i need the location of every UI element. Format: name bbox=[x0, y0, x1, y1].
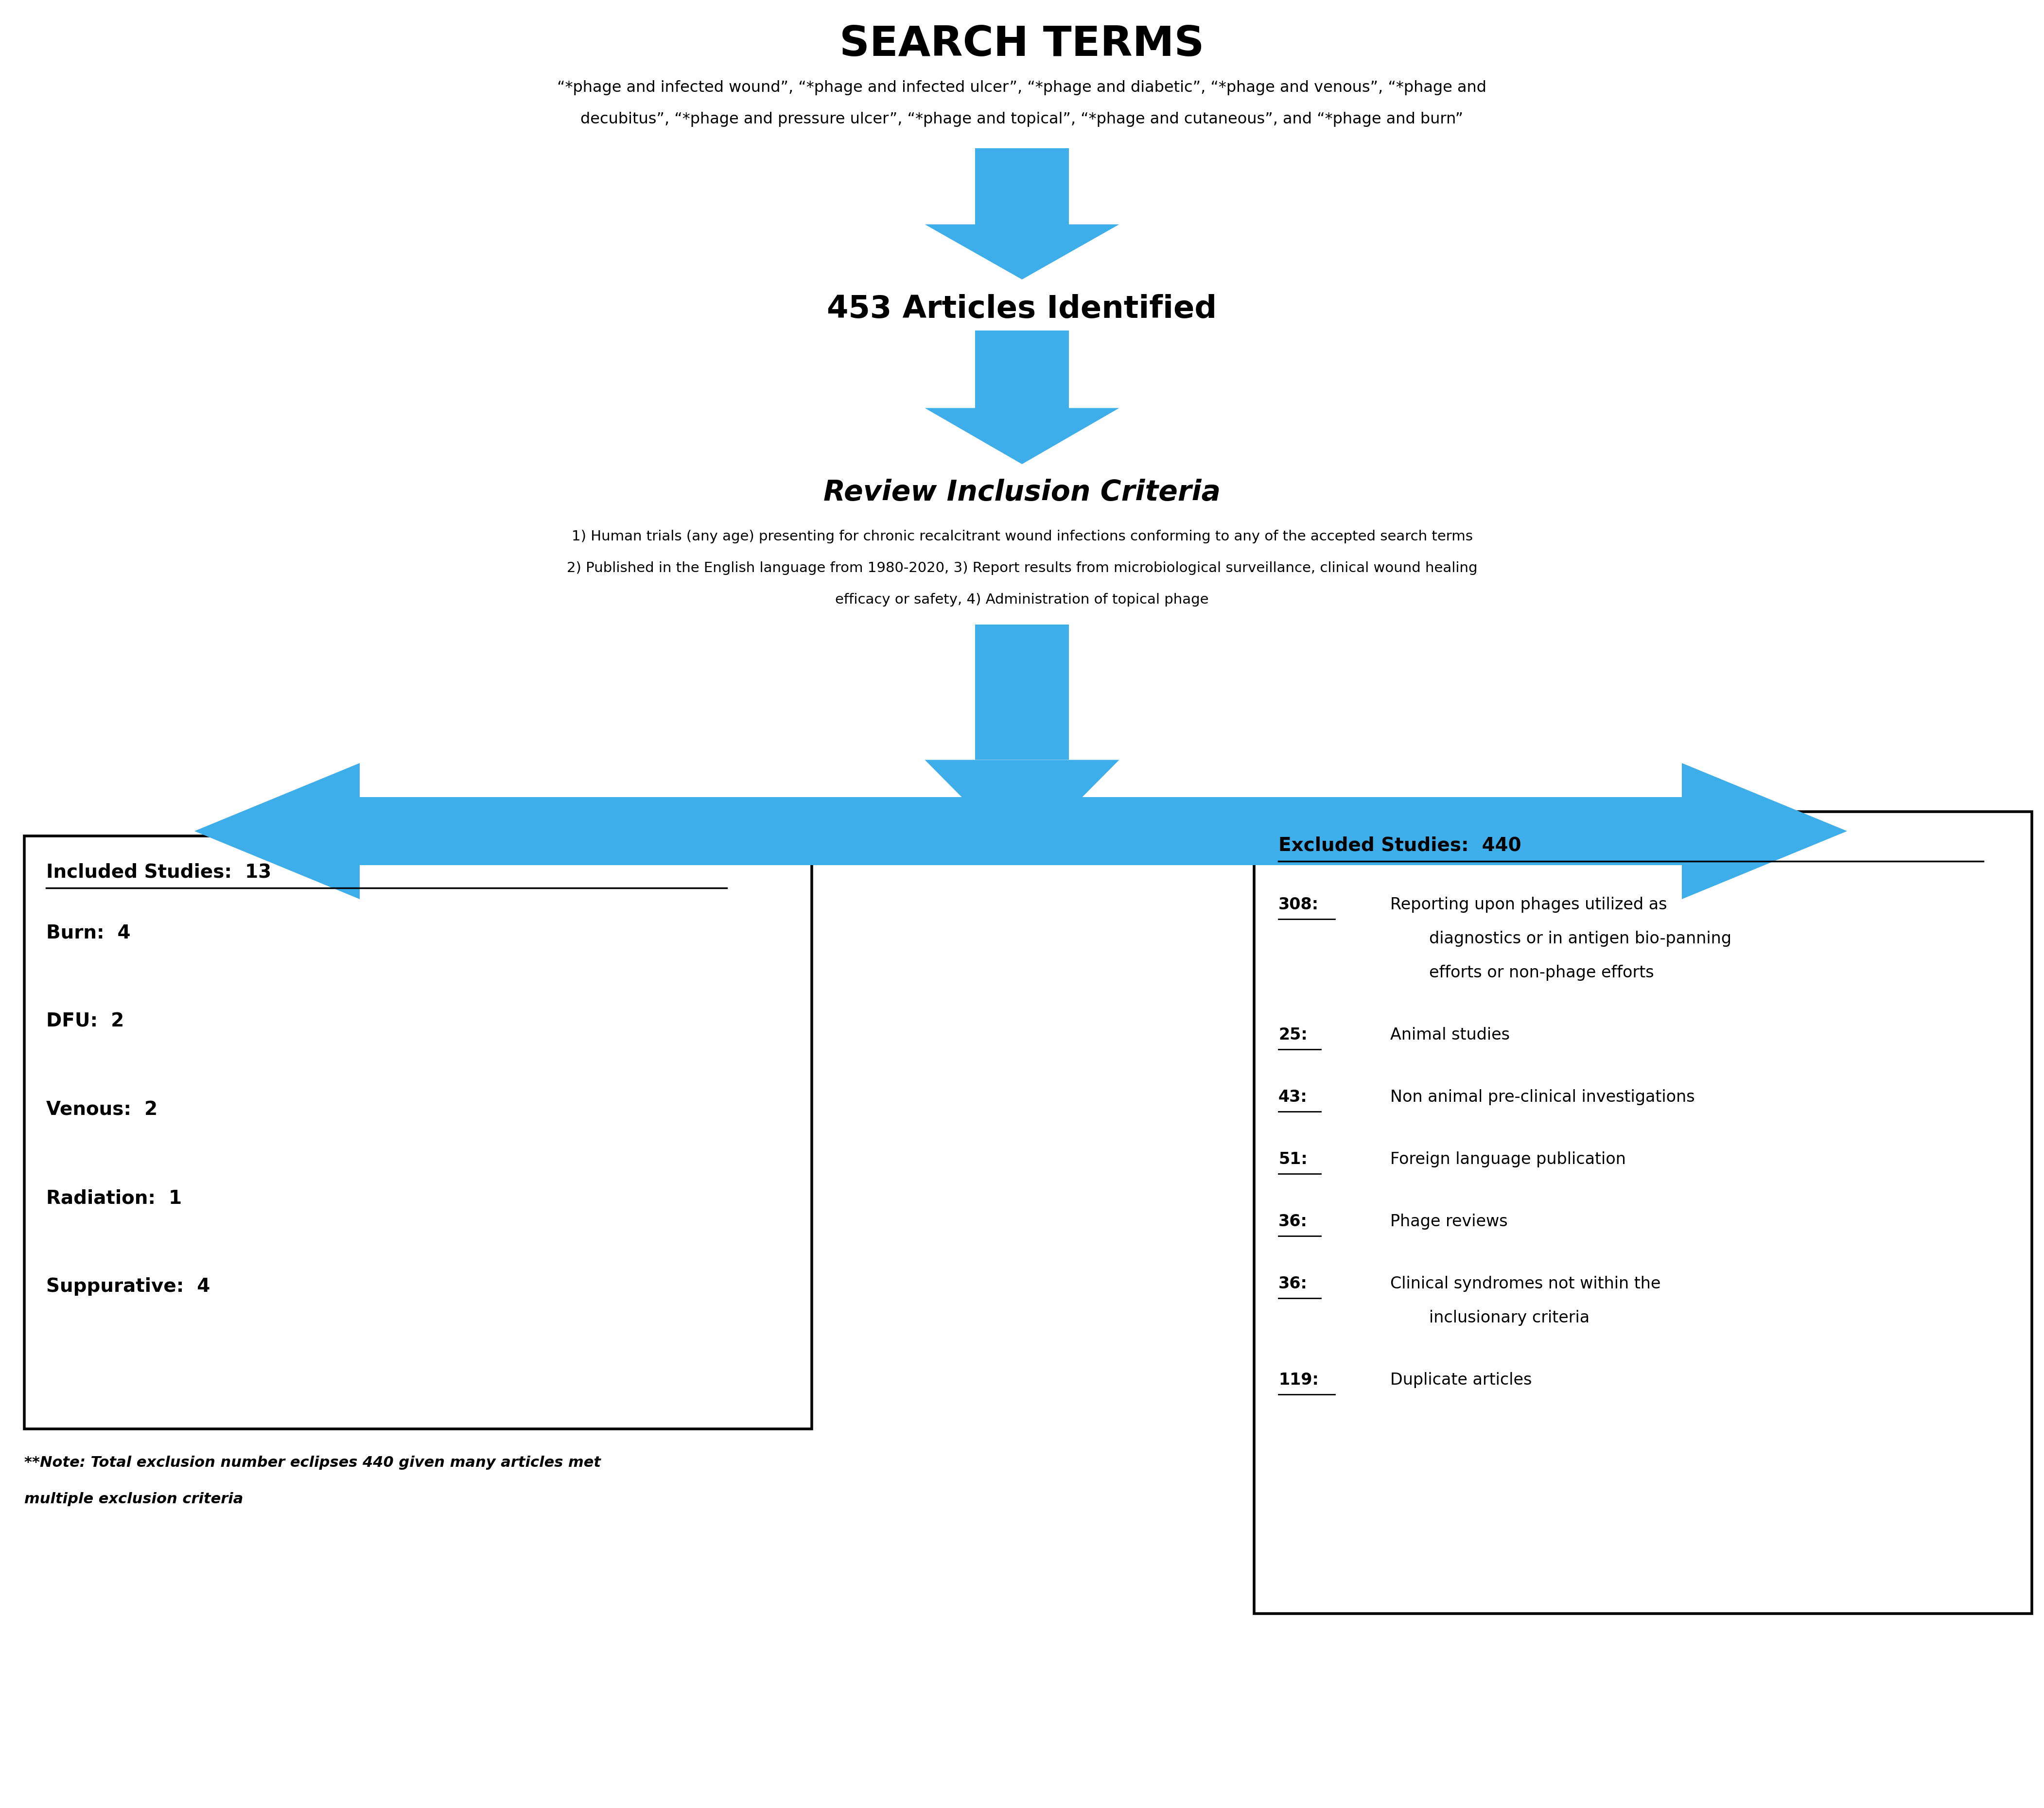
Text: Animal studies: Animal studies bbox=[1390, 1027, 1511, 1043]
Polygon shape bbox=[924, 224, 1120, 280]
Text: Review Inclusion Criteria: Review Inclusion Criteria bbox=[824, 479, 1220, 506]
Text: 36:: 36: bbox=[1278, 1276, 1308, 1293]
Text: Duplicate articles: Duplicate articles bbox=[1390, 1372, 1531, 1389]
FancyBboxPatch shape bbox=[1255, 812, 2032, 1613]
Text: efficacy or safety, 4) Administration of topical phage: efficacy or safety, 4) Administration of… bbox=[836, 593, 1208, 606]
Text: **Note: Total exclusion number eclipses 440 given many articles met: **Note: Total exclusion number eclipses … bbox=[25, 1455, 601, 1470]
Text: 1) Human trials (any age) presenting for chronic recalcitrant wound infections c: 1) Human trials (any age) presenting for… bbox=[572, 530, 1472, 544]
Text: “*phage and infected wound”, “*phage and infected ulcer”, “*phage and diabetic”,: “*phage and infected wound”, “*phage and… bbox=[558, 80, 1486, 96]
Text: efforts or non-phage efforts: efforts or non-phage efforts bbox=[1429, 965, 1654, 980]
Text: inclusionary criteria: inclusionary criteria bbox=[1429, 1309, 1590, 1325]
Text: Phage reviews: Phage reviews bbox=[1390, 1213, 1508, 1229]
Text: 453 Articles Identified: 453 Articles Identified bbox=[828, 295, 1216, 324]
Text: diagnostics or in antigen bio-panning: diagnostics or in antigen bio-panning bbox=[1429, 931, 1731, 947]
FancyBboxPatch shape bbox=[25, 835, 811, 1428]
Text: 119:: 119: bbox=[1278, 1372, 1318, 1389]
Text: Non animal pre-clinical investigations: Non animal pre-clinical investigations bbox=[1390, 1088, 1694, 1105]
Text: 43:: 43: bbox=[1278, 1088, 1308, 1105]
Polygon shape bbox=[975, 624, 1069, 759]
Text: Included Studies:  13: Included Studies: 13 bbox=[47, 862, 272, 880]
Text: Clinical syndromes not within the: Clinical syndromes not within the bbox=[1390, 1276, 1660, 1293]
Text: 36:: 36: bbox=[1278, 1213, 1308, 1229]
Text: Burn:  4: Burn: 4 bbox=[47, 924, 131, 942]
Text: 25:: 25: bbox=[1278, 1027, 1308, 1043]
Text: Foreign language publication: Foreign language publication bbox=[1390, 1152, 1625, 1168]
Polygon shape bbox=[1682, 763, 1848, 899]
Text: Suppurative:  4: Suppurative: 4 bbox=[47, 1276, 211, 1296]
Polygon shape bbox=[924, 409, 1120, 465]
Text: DFU:  2: DFU: 2 bbox=[47, 1012, 125, 1031]
Polygon shape bbox=[360, 797, 1682, 864]
Text: Excluded Studies:  440: Excluded Studies: 440 bbox=[1278, 835, 1521, 855]
Text: multiple exclusion criteria: multiple exclusion criteria bbox=[25, 1492, 243, 1506]
Text: Venous:  2: Venous: 2 bbox=[47, 1101, 157, 1119]
Text: 2) Published in the English language from 1980-2020, 3) Report results from micr: 2) Published in the English language fro… bbox=[566, 560, 1478, 575]
Text: Reporting upon phages utilized as: Reporting upon phages utilized as bbox=[1390, 897, 1668, 913]
Text: 51:: 51: bbox=[1278, 1152, 1308, 1168]
Text: Radiation:  1: Radiation: 1 bbox=[47, 1190, 182, 1208]
Text: 308:: 308: bbox=[1278, 897, 1318, 913]
Text: decubitus”, “*phage and pressure ulcer”, “*phage and topical”, “*phage and cutan: decubitus”, “*phage and pressure ulcer”,… bbox=[580, 112, 1464, 127]
Polygon shape bbox=[975, 331, 1069, 409]
Polygon shape bbox=[194, 763, 360, 899]
Text: SEARCH TERMS: SEARCH TERMS bbox=[840, 24, 1204, 65]
Polygon shape bbox=[975, 148, 1069, 224]
Polygon shape bbox=[924, 759, 1120, 857]
